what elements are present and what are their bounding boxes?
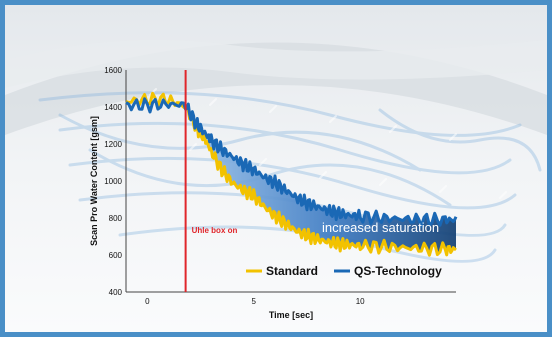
increased-saturation-annotation: increased saturation (322, 220, 439, 235)
x-tick-label: 0 (145, 297, 150, 306)
increased-saturation-area (185, 104, 456, 256)
series-line-qs-technology (125, 97, 458, 228)
y-tick-label: 1400 (104, 103, 122, 112)
legend-label-standard: Standard (266, 264, 318, 278)
legend-label-qs-technology: QS-Technology (354, 264, 442, 278)
y-axis-title: Scan Pro Water Content [gsm] (89, 116, 99, 246)
y-tick-label: 600 (109, 251, 123, 260)
axes (125, 70, 456, 293)
y-tick-labels: 400 600 800 1000 1200 1400 1600 (104, 66, 122, 297)
x-axis-title: Time [sec] (269, 310, 313, 320)
x-tick-label: 10 (356, 297, 365, 306)
x-tick-label: 5 (252, 297, 257, 306)
uhle-box-label: Uhle box on (192, 226, 238, 235)
legend: Standard QS-Technology (246, 264, 442, 278)
x-tick-labels: 0 5 10 (145, 297, 365, 306)
y-tick-label: 400 (109, 288, 123, 297)
y-tick-label: 1000 (104, 177, 122, 186)
y-tick-label: 1600 (104, 66, 122, 75)
y-tick-label: 800 (109, 214, 123, 223)
y-tick-label: 1200 (104, 140, 122, 149)
